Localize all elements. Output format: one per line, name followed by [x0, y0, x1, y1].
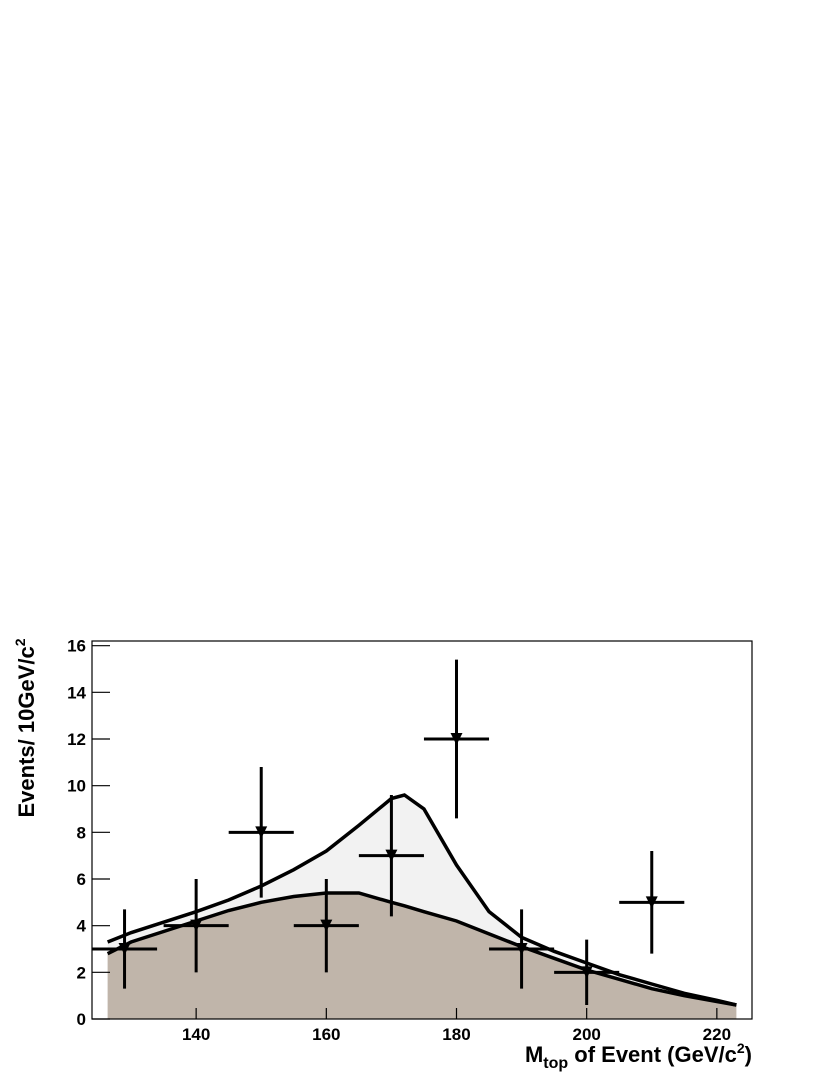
x-label-end: ) [745, 1042, 752, 1067]
data-point [190, 919, 203, 932]
x-tick-label: 220 [703, 1025, 731, 1044]
y-tick-label: 0 [77, 1010, 86, 1029]
x-label-main: M [525, 1042, 543, 1067]
x-tick-label: 200 [572, 1025, 600, 1044]
y-label-main: Events/ 10GeV/c [14, 646, 39, 817]
data-point [255, 826, 268, 839]
data-point [645, 896, 658, 909]
data-point [450, 733, 463, 745]
data-point [385, 849, 398, 862]
x-label-sup: 2 [737, 1040, 745, 1056]
data-point [515, 943, 528, 955]
y-tick-label: 16 [67, 637, 86, 656]
y-tick-label: 12 [67, 730, 86, 749]
y-tick-label: 2 [77, 963, 86, 982]
data-point [580, 966, 593, 979]
x-tick-label: 160 [312, 1025, 340, 1044]
area [107, 893, 737, 1019]
x-tick-label: 140 [182, 1025, 210, 1044]
y-axis-label: Events/ 10GeV/c2 [12, 638, 39, 817]
y-tick-label: 4 [77, 917, 87, 936]
x-tick-label: 180 [442, 1025, 470, 1044]
y-tick-label: 6 [77, 870, 86, 889]
x-axis-label: Mtop of Event (GeV/c2) [525, 1040, 752, 1072]
y-tick-label: 8 [77, 823, 86, 842]
y-tick-label: 14 [67, 683, 86, 702]
data-point [118, 943, 131, 955]
curve [106, 891, 737, 1007]
curve [106, 793, 737, 1007]
data-point [320, 919, 333, 932]
x-label-sub: top [543, 1055, 568, 1072]
y-tick-label: 10 [67, 777, 86, 796]
y-label-sup: 2 [12, 638, 28, 646]
plot-frame [91, 640, 753, 1020]
x-label-rest: of Event (GeV/c [568, 1042, 737, 1067]
